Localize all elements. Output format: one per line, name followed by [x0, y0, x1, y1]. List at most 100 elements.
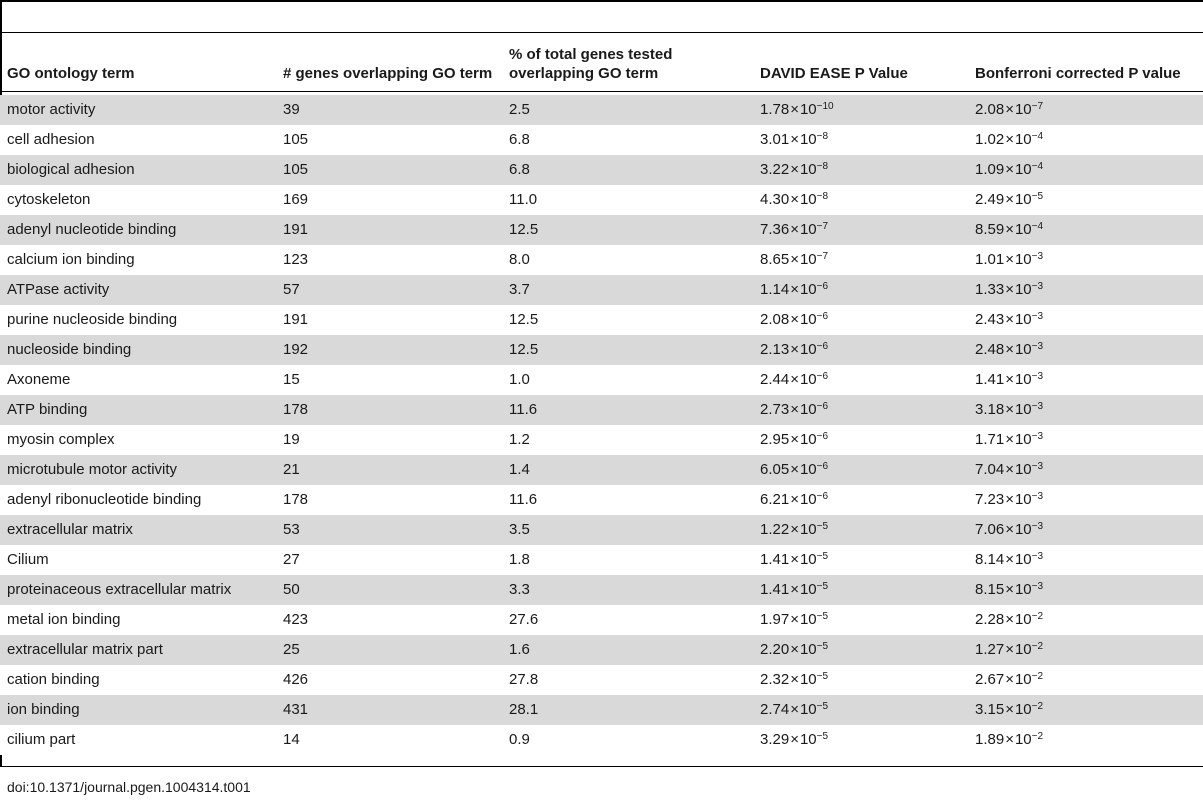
table-row: biological adhesion 105 6.8 3.22×10−8 1.09×1…	[0, 155, 1203, 185]
cell-david-p-times: ×	[790, 581, 799, 598]
table-row: cytoskeleton 169 11.0 4.30×10−8 2.49×10−5	[0, 185, 1203, 215]
cell-david-p-mantissa: 3.22	[760, 161, 790, 178]
cell-bonferroni-base: 10	[1014, 731, 1032, 748]
cell-bonferroni-exponent: −7	[1031, 101, 1044, 112]
cell-bonferroni-base: 10	[1014, 491, 1032, 508]
cell-bonferroni-mantissa: 2.43	[975, 311, 1005, 328]
cell-david-p-base: 10	[799, 641, 817, 658]
table-row: Axoneme 15 1.0 2.44×10−6 1.41×10−3	[0, 365, 1203, 395]
cell-bonferroni: 1.89×10−2	[975, 725, 1043, 755]
cell-david-p-base: 10	[799, 191, 817, 208]
cell-bonferroni: 2.67×10−2	[975, 665, 1043, 695]
cell-david-p-exponent: −5	[816, 641, 829, 652]
cell-bonferroni-exponent: −3	[1031, 521, 1044, 532]
cell-bonferroni-exponent: −2	[1031, 671, 1044, 682]
cell-david-p-times: ×	[790, 341, 799, 358]
cell-genes: 191	[283, 221, 309, 238]
cell-bonferroni-mantissa: 7.23	[975, 491, 1005, 508]
cell-david-p: 2.74×10−5	[760, 695, 828, 725]
cell-david-p-mantissa: 2.74	[760, 701, 790, 718]
cell-bonferroni-mantissa: 1.41	[975, 371, 1005, 388]
cell-david-p-base: 10	[799, 671, 817, 688]
cell-go-term: extracellular matrix part	[7, 641, 163, 658]
cell-bonferroni: 8.14×10−3	[975, 545, 1043, 575]
cell-pct: 12.5	[509, 311, 539, 328]
cell-david-p-base: 10	[799, 221, 817, 238]
bottom-rule	[0, 766, 1203, 767]
cell-bonferroni-times: ×	[1005, 251, 1014, 268]
cell-david-p-times: ×	[790, 161, 799, 178]
cell-pct: 28.1	[509, 701, 539, 718]
table-row: purine nucleoside binding 191 12.5 2.08×10−…	[0, 305, 1203, 335]
cell-david-p-base: 10	[799, 551, 817, 568]
cell-bonferroni-times: ×	[1005, 311, 1014, 328]
cell-david-p-exponent: −5	[816, 701, 829, 712]
cell-go-term: purine nucleoside binding	[7, 311, 178, 328]
cell-david-p: 2.73×10−6	[760, 395, 828, 425]
cell-bonferroni: 1.01×10−3	[975, 245, 1043, 275]
cell-genes: 191	[283, 311, 309, 328]
cell-pct: 3.5	[509, 521, 530, 538]
table-row: cilium part 14 0.9 3.29×10−5 1.89×10−2	[0, 725, 1203, 755]
cell-genes: 21	[283, 461, 300, 478]
cell-bonferroni-mantissa: 8.14	[975, 551, 1005, 568]
cell-genes: 14	[283, 731, 300, 748]
cell-pct: 3.3	[509, 581, 530, 598]
table-row: cation binding 426 27.8 2.32×10−5 2.67×10−2	[0, 665, 1203, 695]
cell-bonferroni-mantissa: 3.18	[975, 401, 1005, 418]
cell-david-p-times: ×	[790, 491, 799, 508]
cell-david-p: 2.32×10−5	[760, 665, 828, 695]
cell-pct: 11.0	[509, 191, 538, 208]
cell-bonferroni-base: 10	[1014, 221, 1032, 238]
cell-bonferroni-times: ×	[1005, 611, 1014, 628]
cell-david-p-times: ×	[790, 251, 799, 268]
cell-bonferroni-exponent: −5	[1031, 191, 1044, 202]
cell-go-term: calcium ion binding	[7, 251, 135, 268]
cell-david-p-exponent: −6	[816, 491, 829, 502]
cell-bonferroni-base: 10	[1014, 671, 1032, 688]
cell-david-p: 7.36×10−7	[760, 215, 828, 245]
cell-david-p-times: ×	[790, 371, 799, 388]
cell-david-p-times: ×	[790, 221, 799, 238]
cell-david-p-base: 10	[799, 521, 817, 538]
cell-bonferroni-times: ×	[1005, 671, 1014, 688]
cell-david-p-exponent: −7	[816, 221, 829, 232]
cell-bonferroni-exponent: −3	[1031, 401, 1044, 412]
cell-go-term: Cilium	[7, 551, 49, 568]
cell-david-p-exponent: −8	[816, 191, 829, 202]
doi-caption: doi:10.1371/journal.pgen.1004314.t001	[7, 779, 251, 795]
cell-bonferroni: 1.33×10−3	[975, 275, 1043, 305]
cell-david-p-base: 10	[799, 731, 817, 748]
cell-david-p-exponent: −6	[816, 401, 829, 412]
header-pct-total: % of total genes tested overlapping GO t…	[509, 46, 673, 82]
cell-david-p-base: 10	[799, 161, 817, 178]
cell-pct: 8.0	[509, 251, 530, 268]
cell-david-p-times: ×	[790, 461, 799, 478]
cell-go-term: proteinaceous extracellular matrix	[7, 581, 232, 598]
cell-go-term: metal ion binding	[7, 611, 121, 628]
cell-bonferroni: 1.27×10−2	[975, 635, 1043, 665]
cell-bonferroni-mantissa: 1.01	[975, 251, 1005, 268]
cell-bonferroni-exponent: −3	[1031, 461, 1044, 472]
cell-genes: 105	[283, 161, 309, 178]
cell-david-p-base: 10	[799, 131, 817, 148]
cell-david-p-exponent: −6	[816, 311, 829, 322]
cell-david-p-exponent: −6	[816, 461, 829, 472]
cell-david-p: 1.97×10−5	[760, 605, 828, 635]
cell-bonferroni-exponent: −2	[1031, 731, 1044, 742]
cell-bonferroni-mantissa: 2.28	[975, 611, 1005, 628]
cell-bonferroni-base: 10	[1014, 521, 1032, 538]
cell-genes: 19	[283, 431, 300, 448]
cell-david-p-base: 10	[799, 401, 817, 418]
cell-bonferroni: 2.28×10−2	[975, 605, 1043, 635]
header-genes-overlap: # genes overlapping GO term	[283, 65, 493, 82]
cell-david-p-base: 10	[799, 431, 817, 448]
cell-go-term: motor activity	[7, 101, 96, 118]
cell-david-p-mantissa: 3.29	[760, 731, 790, 748]
cell-bonferroni-exponent: −2	[1031, 611, 1044, 622]
cell-david-p-mantissa: 1.22	[760, 521, 790, 538]
cell-go-term: microtubule motor activity	[7, 461, 178, 478]
cell-genes: 192	[283, 341, 309, 358]
cell-bonferroni-mantissa: 2.08	[975, 101, 1005, 118]
cell-bonferroni-base: 10	[1014, 611, 1032, 628]
